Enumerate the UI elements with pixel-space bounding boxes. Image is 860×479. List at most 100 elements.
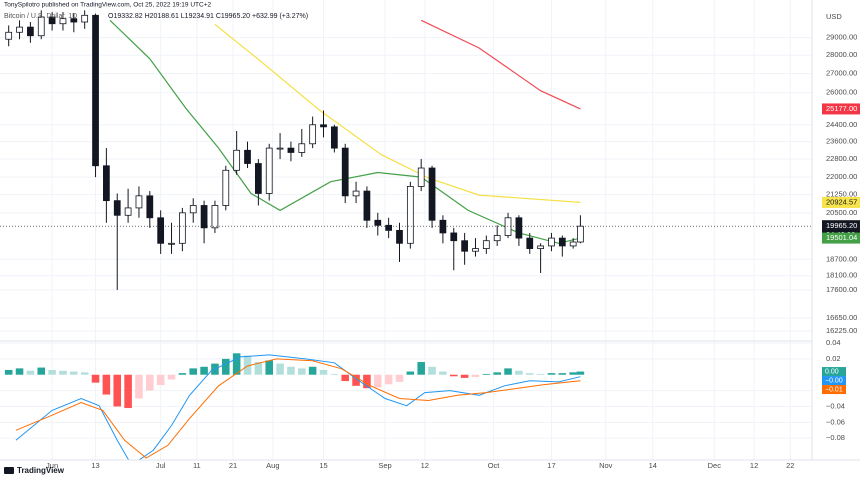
candle-body <box>482 240 490 249</box>
histogram-bar <box>569 372 577 375</box>
candle-body <box>374 219 382 226</box>
histogram-bar <box>276 363 284 375</box>
histogram-bar <box>48 369 56 375</box>
y-tick-label: 18100.00 <box>826 271 857 280</box>
histogram-bar <box>37 367 46 375</box>
histogram-bar <box>449 374 458 377</box>
candle-body <box>406 185 414 244</box>
histogram-bar <box>406 371 415 375</box>
y-tick-label: 0.02 <box>826 354 841 363</box>
y-tick-label: 28000.00 <box>826 50 857 59</box>
histogram-bar <box>547 373 556 375</box>
candle-body <box>222 169 230 206</box>
candle-body <box>16 26 23 33</box>
y-tick-label: −0.04 <box>826 401 845 410</box>
histogram-bar <box>576 371 585 375</box>
histogram-bar <box>308 366 317 375</box>
histogram-bar <box>428 366 436 375</box>
histogram-bar <box>232 353 241 375</box>
y-tick-label: 26000.00 <box>826 88 857 97</box>
histogram-bar <box>135 374 143 399</box>
macd-line <box>15 354 581 460</box>
histogram-bar <box>558 373 567 375</box>
moving-average-line <box>420 19 581 110</box>
candle-body <box>70 18 78 23</box>
candle-body <box>124 207 132 216</box>
candle-body <box>5 31 13 40</box>
candle-body <box>211 205 219 229</box>
x-tick-label: 13 <box>91 461 99 470</box>
histogram-bar <box>167 374 176 380</box>
candle-body <box>113 200 121 216</box>
candle-body <box>254 163 262 194</box>
ohlc-legend: O19332.82 H20188.61 L19234.91 C19965.20 … <box>108 13 308 20</box>
histogram-bar <box>384 374 393 385</box>
candle-body <box>472 248 479 252</box>
y-tick-label: 20500.00 <box>826 208 857 217</box>
x-tick-label: 21 <box>229 461 237 470</box>
x-tick-label: 15 <box>319 461 327 470</box>
histogram-bar <box>254 362 263 375</box>
histogram-bar <box>439 371 447 375</box>
candle-body <box>48 16 56 25</box>
x-tick-label: Jun <box>46 461 58 470</box>
candle-body <box>179 212 186 244</box>
x-tick-label: Dec <box>708 461 722 470</box>
candle-body <box>341 147 349 197</box>
candle-body <box>363 190 371 221</box>
candle-body <box>352 190 360 197</box>
histogram-bar <box>222 358 230 375</box>
candle-body <box>92 14 99 167</box>
price-tag <box>822 232 860 244</box>
y-tick-label: −0.06 <box>826 417 845 426</box>
x-tick-label: Nov <box>599 461 613 470</box>
y-tick-label: 16650.00 <box>826 313 857 322</box>
indicator-tag <box>822 367 846 377</box>
x-tick-label: Aug <box>266 461 279 470</box>
currency-label: USD <box>826 12 842 21</box>
y-tick-label: 21250.00 <box>826 190 857 199</box>
histogram-bar <box>417 362 425 375</box>
histogram-bar <box>70 371 78 375</box>
grid <box>0 0 812 460</box>
footer-brand: TradingView <box>17 466 65 475</box>
histogram-bar <box>102 374 111 395</box>
histogram-bar <box>341 374 349 382</box>
histogram-bar <box>319 369 328 375</box>
histogram-bar <box>352 374 360 386</box>
candle-body <box>287 147 295 153</box>
x-tick-label: 12 <box>421 461 429 470</box>
histogram-bar <box>373 374 382 388</box>
moving-average-line <box>214 23 581 203</box>
histogram-bar <box>124 374 132 409</box>
candle-body <box>396 229 403 244</box>
symbol-legend: Bitcoin / U.S. Dollar, 1D <box>4 13 77 20</box>
candle-body <box>265 147 273 194</box>
indicator-tag-label: 0.00 <box>825 368 839 375</box>
candle-body <box>59 18 67 25</box>
candle-body <box>309 124 317 145</box>
histogram-bar <box>460 374 469 378</box>
candle-body <box>526 237 534 249</box>
price-tag <box>822 196 860 208</box>
candle-body <box>103 165 110 202</box>
histogram-bar <box>113 374 122 407</box>
candle-body <box>81 14 89 23</box>
y-tick-label: 17600.00 <box>826 285 857 294</box>
y-tick-label: 23600.00 <box>826 137 857 146</box>
candle-body <box>537 245 544 249</box>
histogram-bar <box>189 368 198 375</box>
histogram-bar <box>482 373 491 375</box>
candle-body <box>244 149 251 164</box>
histogram-bar <box>471 374 480 378</box>
x-tick-label: 11 <box>193 461 201 470</box>
candle-body <box>37 16 45 37</box>
x-tick-label: 12 <box>750 461 758 470</box>
candle-body <box>548 237 555 247</box>
histogram-bar <box>15 368 24 375</box>
candle-body <box>146 195 154 219</box>
candle-body <box>157 217 165 244</box>
price-tag-label: 19965.20 <box>826 221 857 230</box>
indicator-tag <box>822 385 846 395</box>
